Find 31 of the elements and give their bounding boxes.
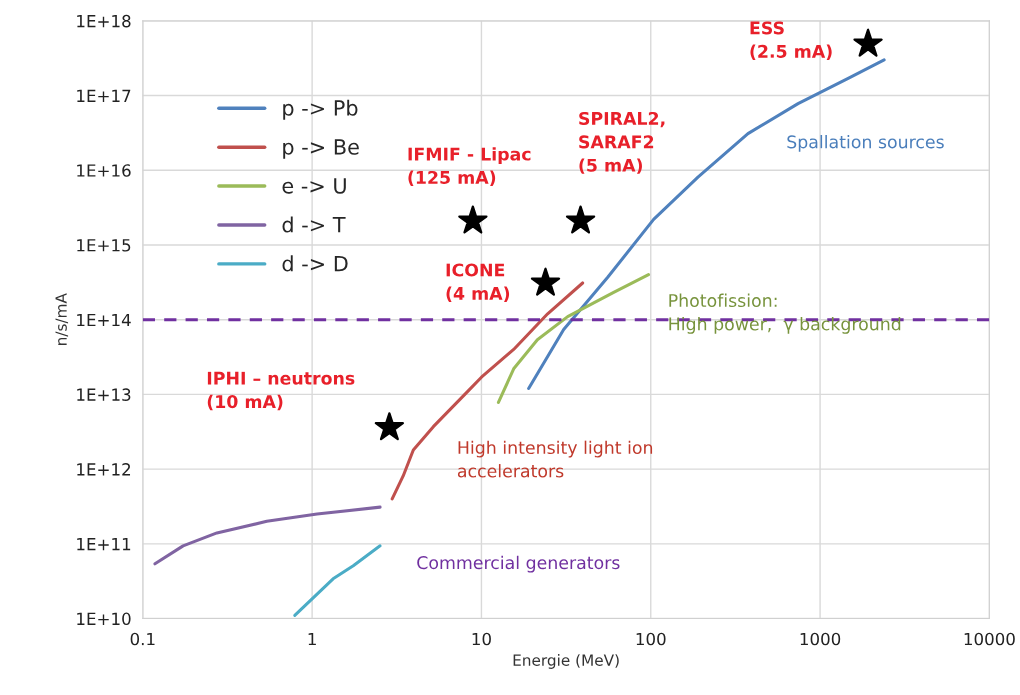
annotation: Photofission: High power, γ background <box>669 293 901 334</box>
x-tick-label: 10 <box>472 632 491 646</box>
annotation: Commercial generators <box>417 555 620 573</box>
y-tick-label: 1E+10 <box>77 612 131 626</box>
legend-label: d -> T <box>282 216 346 233</box>
legend-label: d -> D <box>282 255 348 272</box>
annotation: SPIRAL2, SARAF2 (5 mA) <box>579 111 665 174</box>
y-tick-label: 1E+11 <box>77 538 131 551</box>
annotation: High intensity light ion accelerators <box>457 440 653 478</box>
legend-label: e -> U <box>282 178 346 194</box>
x-tick-label: 1000 <box>800 632 841 646</box>
x-tick-label: 10000 <box>964 632 1015 646</box>
y-axis-title: n/s/mA <box>55 293 69 345</box>
legend-label: p -> Be <box>283 139 359 159</box>
annotation: IFMIF - Lipac (125 mA) <box>408 147 531 187</box>
y-tick-label: 1E+17 <box>77 89 131 102</box>
y-tick-label: 1E+12 <box>77 463 131 476</box>
y-tick-label: 1E+13 <box>77 388 131 401</box>
annotation: ESS (2.5 mA) <box>750 21 832 60</box>
annotation: IPHI – neutrons (10 mA) <box>207 371 355 411</box>
legend-label: p -> Pb <box>283 99 358 120</box>
y-tick-label: 1E+18 <box>77 14 131 28</box>
x-tick-label: 100 <box>636 632 666 646</box>
y-tick-label: 1E+14 <box>77 313 131 327</box>
y-tick-label: 1E+15 <box>77 239 131 252</box>
x-tick-label: 0.1 <box>130 632 155 646</box>
annotation: Spallation sources <box>787 134 944 152</box>
y-tick-label: 1E+16 <box>77 164 131 177</box>
annotation: ICONE (4 mA) <box>446 263 510 303</box>
x-tick-label: 1 <box>308 632 316 646</box>
x-axis-title: Energie (MeV) <box>513 654 619 669</box>
